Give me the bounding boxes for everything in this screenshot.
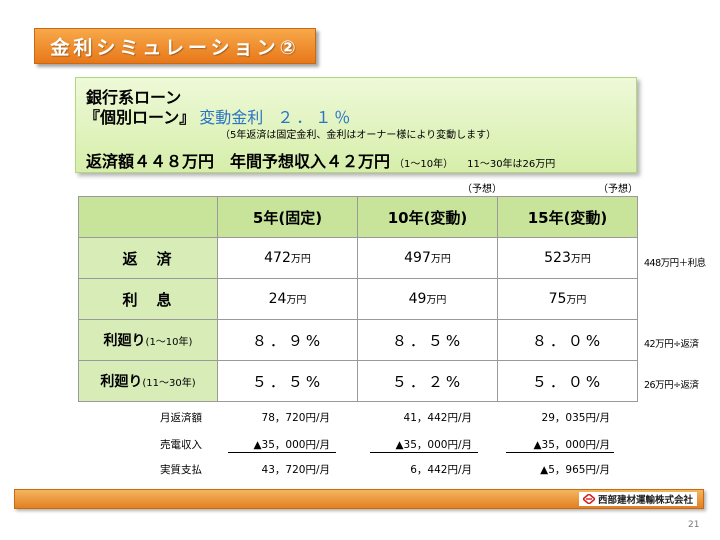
- summary-value: 41，442円/月: [403, 412, 472, 424]
- cell-value: ５．０%: [497, 360, 638, 402]
- company-name: 西部建材運輸株式会社: [597, 495, 693, 506]
- repayment-summary: 返済額４４８万円 年間予想収入４２万円 （1～10年） 11～30年は26万円: [86, 148, 555, 172]
- summary-divider: [370, 452, 478, 453]
- side-note-yield-1: 42万円÷返済: [644, 339, 699, 350]
- red-diamond-logo-icon: [582, 494, 595, 504]
- summary-value: ▲5，965円/月: [540, 464, 610, 476]
- forecast-label-15y: （予想）: [598, 184, 638, 195]
- rate-label: 変動金利: [199, 108, 264, 127]
- table-row: 利廻り(11～30年) ５．５% ５．２% ５．０%: [78, 360, 638, 402]
- cell-value: ５．５%: [217, 360, 358, 402]
- summary-divider: [506, 452, 614, 453]
- cell-value: 523万円: [497, 237, 638, 279]
- row-label-yield-1-10: 利廻り(1～10年): [78, 319, 218, 361]
- simulation-table: 5年(固定) 10年(変動) 15年(変動) 返 済 472万円 497万円 5…: [78, 196, 638, 402]
- cell-value: 472万円: [217, 237, 358, 279]
- loan-product-name: 『個別ローン』: [84, 108, 196, 127]
- page-title: 金利シミュレーション②: [34, 28, 316, 64]
- repayment-period-2: 11～30年は26万円: [467, 159, 556, 170]
- cell-value: 24万円: [217, 278, 358, 320]
- side-note-repayment: 448万円＋利息: [644, 258, 706, 269]
- table-row: 利廻り(1～10年) ８．９% ８．５% ８．０%: [78, 319, 638, 361]
- loan-type: 銀行系ローン: [86, 88, 182, 107]
- summary-value: ▲35，000円/月: [533, 439, 610, 451]
- summary-label-monthly: 月返済額: [160, 412, 202, 424]
- cell-value: ８．５%: [357, 319, 498, 361]
- row-label-yield-11-30: 利廻り(11～30年): [78, 360, 218, 402]
- cell-value: ５．２%: [357, 360, 498, 402]
- rate-note: （5年返済は固定金利、金利はオーナー様により変動します）: [220, 130, 497, 141]
- row-label-interest: 利 息: [78, 278, 218, 320]
- table-row: 利 息 24万円 49万円 75万円: [78, 278, 638, 320]
- header-15y: 15年(変動): [497, 196, 638, 238]
- rate-value: ２．１％: [277, 108, 354, 127]
- cell-value: 49万円: [357, 278, 498, 320]
- summary-value: 78，720円/月: [261, 412, 330, 424]
- repayment-period-1: （1～10年）: [394, 159, 454, 170]
- loan-product: 『個別ローン』 変動金利 ２．１％: [84, 104, 353, 128]
- repayment-main: 返済額４４８万円 年間予想収入４２万円: [86, 152, 391, 171]
- table-row: 返 済 472万円 497万円 523万円: [78, 237, 638, 279]
- header-10y: 10年(変動): [357, 196, 498, 238]
- cell-value: 497万円: [357, 237, 498, 279]
- forecast-label-10y: （予想）: [462, 184, 502, 195]
- company-badge: 西部建材運輸株式会社: [578, 492, 697, 506]
- loan-info-box: 銀行系ローン 『個別ローン』 変動金利 ２．１％ （5年返済は固定金利、金利はオーナ…: [75, 77, 637, 173]
- summary-value: ▲35，000円/月: [253, 439, 330, 451]
- summary-value: 29，035円/月: [541, 412, 610, 424]
- page-number: 21: [688, 520, 700, 530]
- summary-label-net: 実質支払: [160, 464, 202, 476]
- footer-bar: 西部建材運輸株式会社: [14, 489, 704, 509]
- summary-divider: [228, 452, 336, 453]
- side-note-yield-2: 26万円÷返済: [644, 380, 699, 391]
- header-5y: 5年(固定): [217, 196, 358, 238]
- summary-value: ▲35，000円/月: [395, 439, 472, 451]
- header-empty: [78, 196, 218, 238]
- cell-value: 75万円: [497, 278, 638, 320]
- summary-value: 6，442円/月: [410, 464, 472, 476]
- cell-value: ８．０%: [497, 319, 638, 361]
- summary-label-solar: 売電収入: [160, 439, 202, 451]
- row-label-repayment: 返 済: [78, 237, 218, 279]
- table-header-row: 5年(固定) 10年(変動) 15年(変動): [78, 196, 638, 238]
- summary-value: 43，720円/月: [261, 464, 330, 476]
- cell-value: ８．９%: [217, 319, 358, 361]
